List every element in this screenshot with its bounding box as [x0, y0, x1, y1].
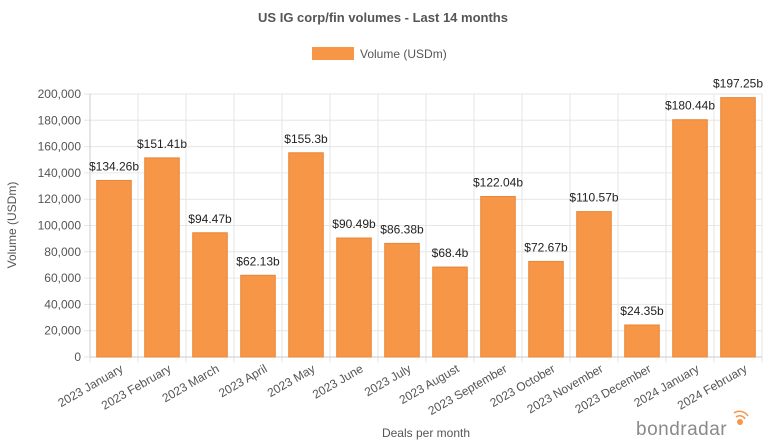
data-label: $122.04b	[473, 176, 523, 190]
x-tick-label: 2023 May	[265, 361, 318, 399]
grid	[84, 93, 763, 363]
bar[interactable]	[432, 266, 468, 358]
y-tick-label: 160,000	[38, 140, 82, 154]
bar[interactable]	[672, 119, 708, 358]
data-label: $86.38b	[380, 222, 424, 236]
bondradar-logo: bondradar	[636, 410, 749, 440]
data-label: $151.41b	[137, 137, 187, 151]
bar[interactable]	[480, 196, 516, 358]
logo-arc	[733, 410, 749, 417]
x-tick-label: 2023 June	[310, 361, 366, 401]
bar[interactable]	[192, 232, 228, 358]
y-tick-label: 0	[74, 350, 81, 364]
y-tick-label: 180,000	[38, 113, 82, 127]
data-label: $197.25b	[713, 77, 763, 91]
legend-swatch	[312, 47, 354, 60]
bars	[96, 97, 756, 358]
y-tick-label: 20,000	[44, 324, 81, 338]
bar[interactable]	[528, 260, 564, 358]
y-axis-title: Volume (USDm)	[5, 182, 19, 269]
bar[interactable]	[576, 211, 612, 358]
y-axis-ticks: 0 20,000 40,000 60,000 80,000 100,000 120,000 1…	[38, 87, 82, 364]
x-axis-title: Deals per month	[382, 426, 470, 440]
bar[interactable]	[720, 97, 756, 358]
data-label: $134.26b	[89, 159, 139, 173]
data-label: $94.47b	[188, 212, 232, 226]
bar[interactable]	[96, 179, 132, 358]
data-label: $24.35b	[620, 304, 664, 318]
logo-arc	[735, 415, 746, 420]
chart-title: US IG corp/fin volumes - Last 14 months	[258, 10, 508, 25]
data-label: $155.3b	[284, 132, 328, 146]
bar[interactable]	[336, 237, 372, 358]
legend-label: Volume (USDm)	[360, 47, 447, 61]
legend[interactable]: Volume (USDm)	[312, 47, 447, 61]
data-label: $180.44b	[665, 99, 715, 113]
data-label: $110.57b	[569, 191, 618, 205]
y-tick-label: 60,000	[44, 271, 81, 285]
y-tick-label: 200,000	[38, 87, 82, 101]
data-label: $72.67b	[524, 240, 568, 254]
y-tick-label: 80,000	[44, 245, 81, 259]
data-label: $62.13b	[236, 254, 280, 268]
bar[interactable]	[624, 324, 660, 358]
x-tick-label: 2023 April	[216, 361, 269, 400]
y-tick-label: 140,000	[38, 166, 82, 180]
data-labels: $134.26b $151.41b $94.47b $62.13b $155.3b $90…	[89, 77, 763, 318]
y-tick-label: 100,000	[38, 219, 82, 233]
bar[interactable]	[144, 157, 180, 358]
bar[interactable]	[384, 242, 420, 358]
data-label: $90.49b	[332, 217, 376, 231]
radar-dot-icon	[733, 410, 749, 425]
y-tick-label: 120,000	[38, 192, 82, 206]
data-label: $68.4b	[432, 246, 469, 260]
bar[interactable]	[288, 152, 324, 358]
bar[interactable]	[240, 274, 276, 358]
logo-text: bondradar	[636, 419, 727, 440]
logo-dot	[737, 419, 743, 425]
y-tick-label: 40,000	[44, 297, 81, 311]
